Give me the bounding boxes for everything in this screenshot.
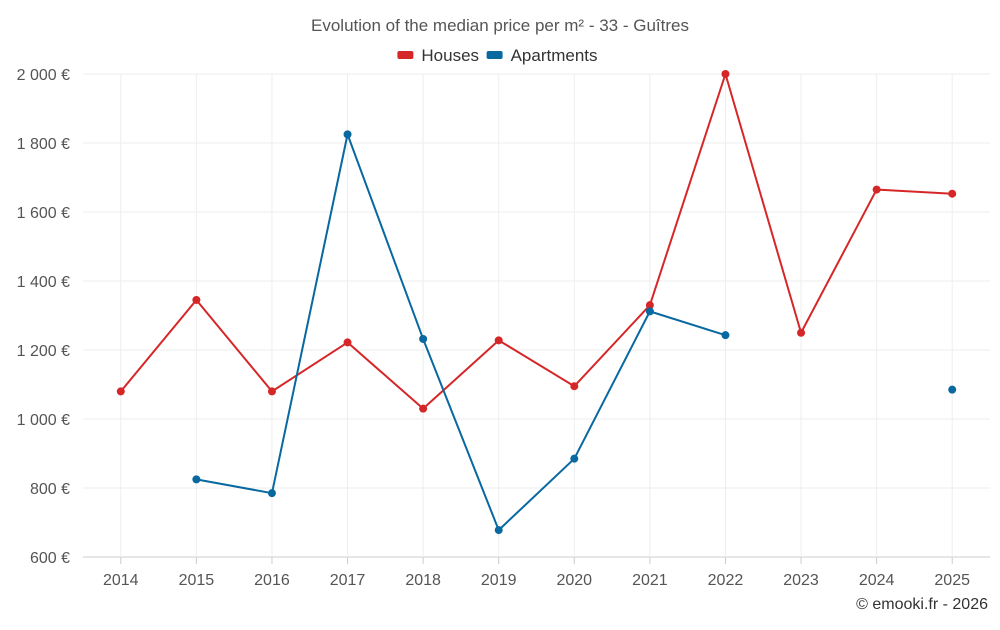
data-point bbox=[494, 336, 503, 345]
data-point bbox=[872, 185, 881, 194]
y-axis: 600 € 800 € 1 000 € 1 200 € 1 400 € 1 600 € 1 … bbox=[17, 67, 70, 567]
x-tick-label: 2025 bbox=[934, 572, 970, 589]
series-line-segment bbox=[724, 73, 803, 334]
series-apartments bbox=[192, 130, 957, 535]
data-point bbox=[645, 301, 654, 310]
series-layer bbox=[116, 70, 957, 535]
series-line-segment bbox=[195, 478, 273, 495]
x-tick-label: 2014 bbox=[103, 572, 139, 589]
legend-item-apartments: Apartments bbox=[486, 46, 598, 65]
data-point bbox=[192, 295, 201, 304]
series-line-segment bbox=[648, 73, 727, 307]
series-line-segment bbox=[800, 188, 878, 334]
data-point bbox=[116, 387, 125, 396]
series-houses bbox=[116, 70, 957, 413]
data-point bbox=[343, 130, 352, 139]
y-tick-label: 1 800 € bbox=[17, 136, 70, 153]
data-point bbox=[419, 404, 428, 413]
series-line-segment bbox=[346, 341, 425, 410]
legend-swatch bbox=[486, 51, 503, 59]
y-tick-label: 600 € bbox=[30, 550, 70, 567]
series-line-segment bbox=[497, 457, 576, 532]
data-point bbox=[948, 189, 957, 198]
x-tick-label: 2022 bbox=[708, 572, 744, 589]
y-tick-label: 1 000 € bbox=[17, 412, 70, 429]
series-line-segment bbox=[346, 133, 425, 340]
data-point bbox=[645, 307, 654, 316]
x-tick-label: 2016 bbox=[254, 572, 290, 589]
data-point bbox=[721, 70, 730, 78]
x-tick-label: 2020 bbox=[556, 572, 592, 589]
data-point bbox=[192, 475, 201, 484]
x-tick-label: 2019 bbox=[481, 572, 517, 589]
x-tick-label: 2021 bbox=[632, 572, 668, 589]
y-tick-label: 800 € bbox=[30, 481, 70, 498]
data-point bbox=[570, 382, 579, 391]
series-line-segment bbox=[497, 339, 576, 388]
x-tick-label: 2018 bbox=[405, 572, 441, 589]
series-line-segment bbox=[270, 341, 349, 393]
legend-label: Apartments bbox=[511, 46, 598, 65]
chart-title: Evolution of the median price per m² - 3… bbox=[311, 16, 689, 35]
data-point bbox=[494, 526, 503, 535]
x-tick-label: 2017 bbox=[330, 572, 366, 589]
series-line-segment bbox=[573, 310, 651, 460]
grid bbox=[83, 73, 990, 558]
legend: Houses Apartments bbox=[397, 46, 598, 65]
x-axis: 2014 2015 2016 2017 2018 2019 2020 2021 2022 2023… bbox=[103, 557, 970, 589]
y-tick-label: 1 400 € bbox=[17, 274, 70, 291]
series-line-segment bbox=[270, 133, 349, 495]
y-tick-label: 1 200 € bbox=[17, 343, 70, 360]
x-tick-label: 2015 bbox=[179, 572, 215, 589]
data-point bbox=[721, 331, 730, 340]
data-point bbox=[267, 387, 276, 396]
y-tick-label: 1 600 € bbox=[17, 205, 70, 222]
legend-label: Houses bbox=[421, 46, 479, 65]
credit-text: © emooki.fr - 2026 bbox=[856, 596, 988, 613]
data-point bbox=[948, 385, 957, 394]
x-tick-label: 2023 bbox=[783, 572, 819, 589]
series-line-segment bbox=[422, 337, 500, 532]
data-point bbox=[570, 454, 579, 463]
data-point bbox=[419, 334, 428, 343]
x-tick-label: 2024 bbox=[859, 572, 895, 589]
y-tick-label: 2 000 € bbox=[17, 67, 70, 84]
series-line-segment bbox=[422, 339, 500, 410]
series-line-segment bbox=[875, 188, 954, 195]
legend-swatch bbox=[397, 51, 414, 59]
series-line-segment bbox=[573, 304, 651, 388]
data-point bbox=[267, 489, 276, 498]
data-point bbox=[797, 328, 806, 337]
series-line-segment bbox=[648, 310, 727, 337]
data-point bbox=[343, 338, 352, 347]
series-line-segment bbox=[119, 298, 198, 393]
series-line-segment bbox=[195, 298, 273, 393]
legend-item-houses: Houses bbox=[397, 46, 479, 65]
